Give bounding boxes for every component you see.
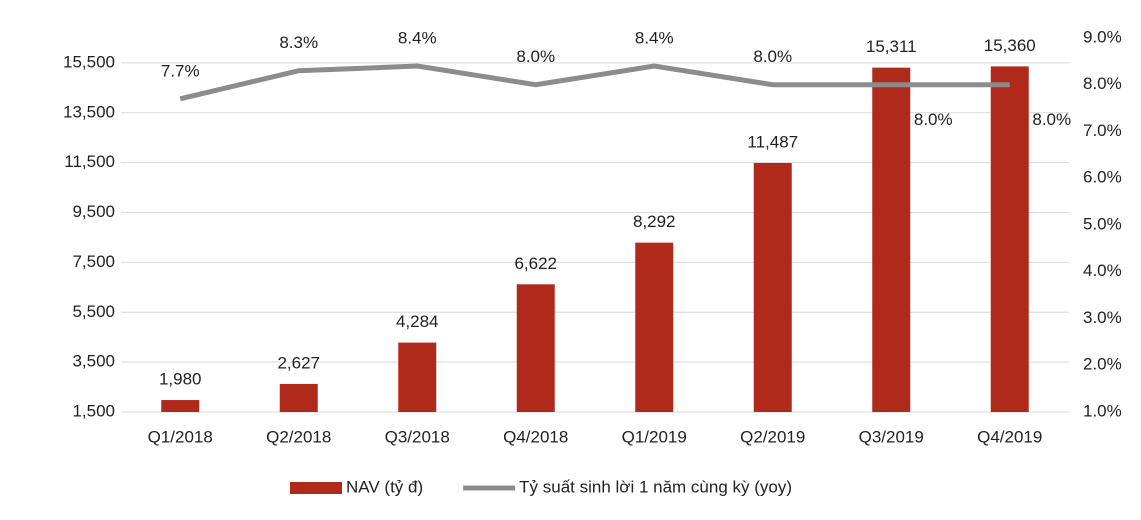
- y-tick-label: 9,500: [72, 202, 115, 221]
- y2-tick-label: 2.0%: [1083, 355, 1122, 374]
- y-tick-label: 7,500: [72, 252, 115, 271]
- bar: [872, 67, 911, 412]
- y-tick-label: 3,500: [72, 352, 115, 371]
- bar: [990, 66, 1029, 412]
- y2-tick-label: 4.0%: [1083, 261, 1122, 280]
- line-value-label: 8.0%: [753, 47, 792, 66]
- y2-tick-label: 9.0%: [1083, 27, 1122, 46]
- x-tick-label: Q3/2018: [385, 427, 450, 446]
- y2-tick-label: 7.0%: [1083, 121, 1122, 140]
- bar-value-label: 8,292: [633, 212, 676, 231]
- y2-tick-label: 8.0%: [1083, 74, 1122, 93]
- x-tick-label: Q2/2018: [266, 427, 331, 446]
- line-value-label: 8.3%: [279, 33, 318, 52]
- bar-value-label: 15,311: [866, 37, 917, 56]
- y2-tick-label: 6.0%: [1083, 168, 1122, 187]
- x-tick-label: Q3/2019: [859, 427, 924, 446]
- bar: [516, 284, 555, 412]
- bar: [279, 383, 318, 412]
- line-value-label: 8.4%: [635, 29, 674, 48]
- bar-value-label: 1,980: [159, 370, 202, 389]
- y2-tick-label: 1.0%: [1083, 401, 1122, 420]
- y2-tick-label: 5.0%: [1083, 214, 1122, 233]
- line-value-label: 8.0%: [914, 110, 953, 129]
- y-tick-label: 5,500: [72, 302, 115, 321]
- x-tick-label: Q4/2018: [503, 427, 568, 446]
- y2-tick-label: 3.0%: [1083, 308, 1122, 327]
- legend-swatch: [290, 482, 342, 494]
- x-tick-label: Q1/2019: [622, 427, 687, 446]
- bar-value-label: 4,284: [396, 312, 439, 331]
- x-tick-label: Q1/2018: [148, 427, 213, 446]
- y-tick-label: 15,500: [63, 52, 115, 71]
- line-value-label: 8.4%: [398, 29, 437, 48]
- x-tick-label: Q4/2019: [977, 427, 1042, 446]
- bar-value-label: 11,487: [747, 132, 798, 151]
- line-value-label: 8.0%: [1032, 110, 1071, 129]
- y-tick-label: 11,500: [64, 152, 115, 171]
- bar-value-label: 2,627: [277, 353, 320, 372]
- bar: [161, 400, 200, 412]
- bar: [753, 162, 792, 412]
- line-value-label: 7.7%: [161, 61, 200, 80]
- bar-value-label: 15,360: [984, 36, 1036, 55]
- bar: [635, 242, 674, 412]
- legend-label: Tỷ suất sinh lời 1 năm cùng kỳ (yoy): [519, 477, 792, 496]
- legend-label: NAV (tỷ đ): [346, 477, 423, 496]
- y-tick-label: 13,500: [63, 102, 115, 121]
- line-value-label: 8.0%: [516, 47, 555, 66]
- y-tick-label: 1,500: [72, 401, 115, 420]
- bar: [398, 342, 437, 412]
- line: [179, 63, 1010, 102]
- bar-value-label: 6,622: [514, 254, 557, 273]
- x-tick-label: Q2/2019: [740, 427, 805, 446]
